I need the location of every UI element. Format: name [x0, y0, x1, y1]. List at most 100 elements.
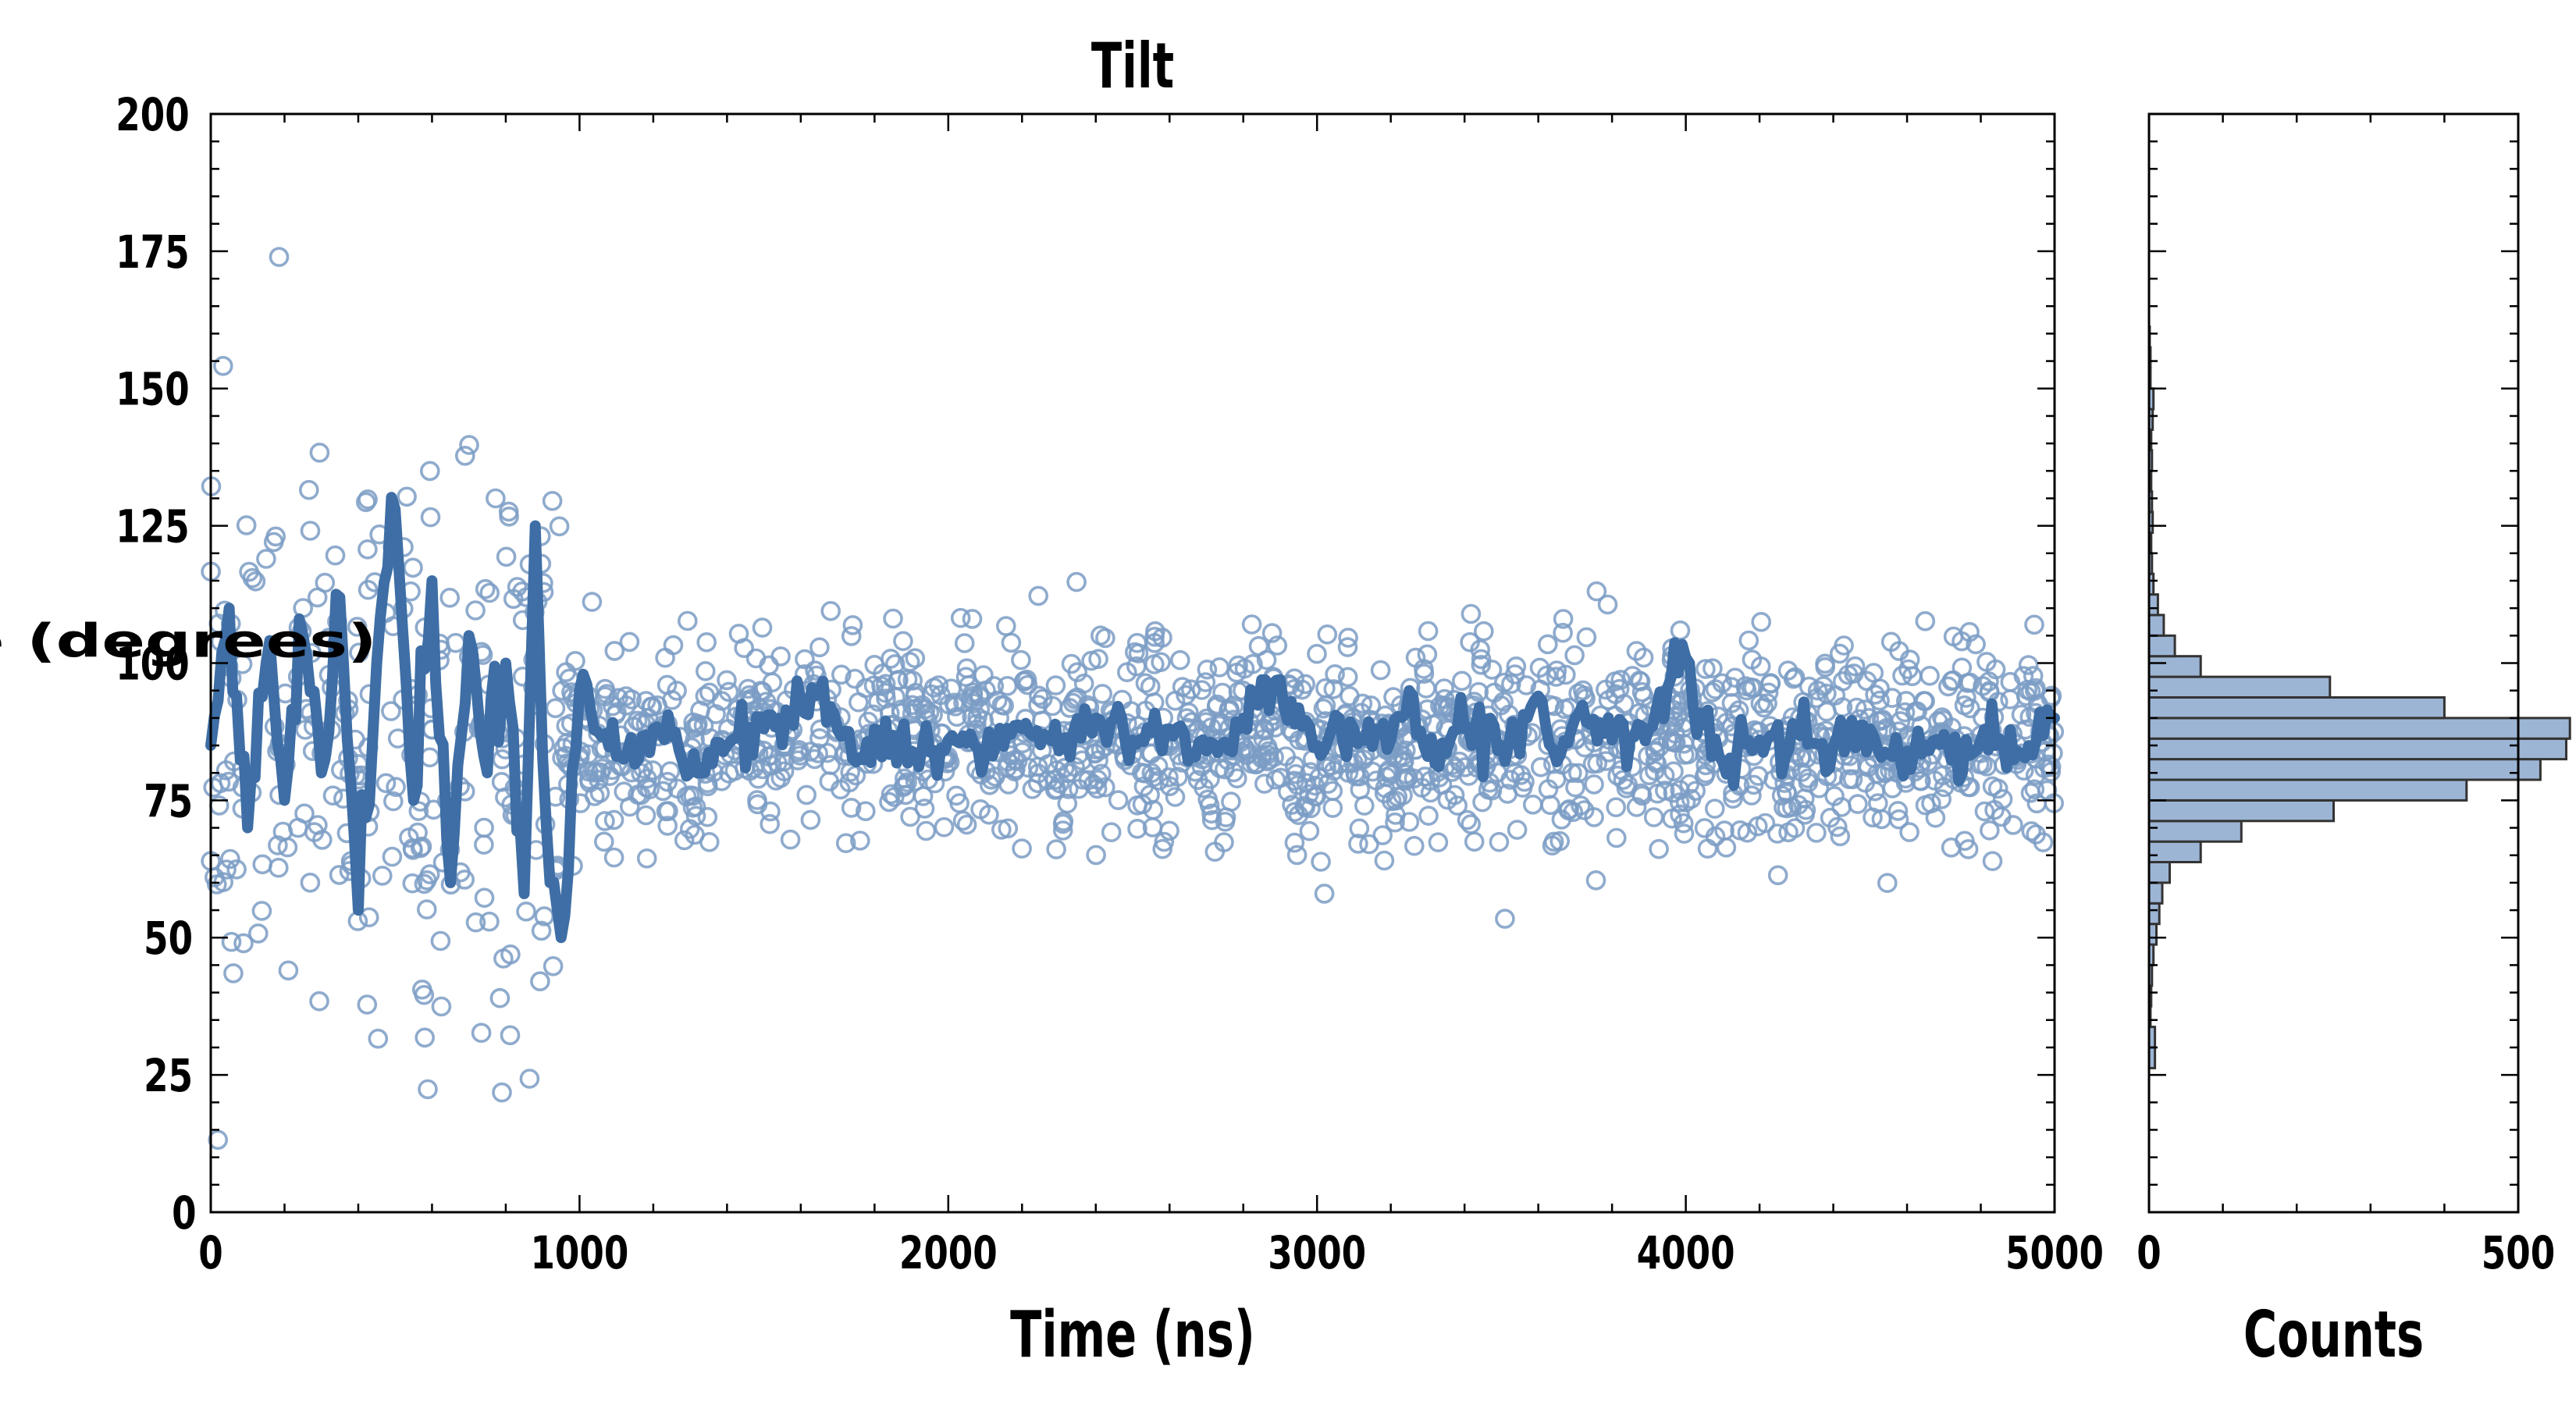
scatter-point — [358, 907, 379, 927]
scatter-point — [584, 786, 605, 806]
scatter-point — [1716, 838, 1737, 858]
scatter-point — [1276, 746, 1296, 767]
scatter-point — [963, 693, 984, 713]
histogram-bar — [2147, 634, 2176, 658]
y-tick-label: 75 — [144, 776, 193, 828]
scatter-point — [1460, 631, 1480, 653]
scatter-point — [1284, 832, 1305, 853]
scatter-point — [1725, 667, 1745, 688]
scatter-point — [603, 847, 624, 868]
scatter-point — [1226, 662, 1247, 683]
x-tick-label: 1000 — [530, 1228, 628, 1280]
scatter-point — [1597, 594, 1618, 615]
scatter-point — [1815, 656, 1835, 678]
scatter-point — [913, 786, 934, 806]
scatter-point — [788, 742, 809, 763]
scatter-point — [962, 706, 982, 727]
scatter-point — [695, 660, 716, 681]
scatter-point — [1420, 782, 1441, 803]
scatter-point — [895, 768, 915, 789]
scatter-point — [1059, 698, 1080, 718]
scatter-point — [914, 799, 935, 819]
scatter-point — [1925, 807, 1946, 828]
scatter-point — [1317, 624, 1338, 645]
scatter-point — [1337, 667, 1358, 688]
scatter-point — [900, 806, 920, 827]
scatter-point — [1207, 694, 1227, 715]
scatter-point — [1974, 801, 1995, 822]
scatter-point — [1877, 873, 1898, 893]
scatter-point — [1674, 823, 1695, 844]
scatter-point — [973, 665, 994, 685]
scatter-point — [416, 870, 437, 891]
histogram-bars — [2147, 325, 2571, 1069]
scatter-point — [1516, 675, 1537, 695]
scatter-point — [399, 827, 419, 848]
scatter-point — [595, 811, 615, 831]
scatter-point — [552, 681, 572, 701]
scatter-point — [1774, 797, 1794, 818]
scatter-point — [835, 833, 856, 853]
scatter-point — [226, 859, 247, 880]
scatter-point — [439, 587, 461, 608]
scatter-point — [809, 719, 831, 740]
scatter-point — [1388, 747, 1408, 768]
scatter-point — [800, 809, 821, 831]
x-axis-title: Time (ns) — [1010, 1297, 1255, 1371]
histogram-x-tick-label: 0 — [2137, 1228, 2161, 1280]
scatter-point — [742, 688, 762, 709]
scatter-point — [419, 747, 440, 768]
scatter-point — [1643, 807, 1664, 827]
scatter-point — [2018, 655, 2039, 675]
scatter-point — [856, 801, 876, 821]
scatter-point — [658, 801, 678, 821]
scatter-point — [1016, 669, 1037, 690]
scatter-point — [403, 557, 423, 578]
scatter-point — [1256, 649, 1277, 670]
scatter-point — [1092, 684, 1112, 704]
scatter-point — [1221, 791, 1241, 812]
scatter-point — [663, 635, 684, 656]
scatter-point — [1750, 656, 1771, 677]
histogram-panel: 0 500 — [2137, 112, 2571, 1280]
scatter-point — [1165, 690, 1186, 711]
scatter-point — [906, 682, 926, 703]
scatter-point — [998, 751, 1018, 772]
scatter-point — [1313, 698, 1334, 719]
scatter-point — [1468, 681, 1489, 702]
scatter-point — [1338, 628, 1358, 648]
scatter-point — [2024, 614, 2044, 635]
scatter-point — [1349, 818, 1370, 839]
scatter-point — [1888, 801, 1909, 821]
scatter-point — [1669, 792, 1690, 813]
scatter-point — [1702, 682, 1723, 702]
scatter-point — [1215, 811, 1236, 832]
scatter-point — [595, 678, 615, 699]
scatter-point — [1370, 660, 1391, 681]
scatter-point — [420, 507, 441, 528]
scatter-point — [419, 461, 440, 482]
scatter-point — [1952, 631, 1972, 652]
scatter-point — [1265, 717, 1286, 738]
scatter-point — [381, 701, 401, 721]
scatter-point — [973, 710, 994, 731]
scatter-point — [2021, 821, 2042, 841]
scatter-point — [981, 769, 1002, 790]
histogram-bar — [2147, 840, 2202, 863]
scatter-point — [298, 479, 319, 500]
scatter-point — [1705, 679, 1726, 699]
scatter-point — [1128, 643, 1149, 663]
scatter-point — [1081, 650, 1101, 671]
scatter-point — [1493, 692, 1514, 712]
chart-title: Tilt — [1091, 30, 1174, 103]
scatter-point — [542, 490, 563, 511]
scatter-point — [934, 816, 955, 838]
scatter-point — [1820, 807, 1841, 828]
scatter-point — [841, 798, 862, 818]
scatter-point — [627, 710, 648, 731]
scatter-point — [459, 435, 479, 455]
scatter-point — [976, 680, 996, 701]
scatter-point — [1870, 690, 1890, 711]
scatter-point — [1501, 674, 1521, 695]
